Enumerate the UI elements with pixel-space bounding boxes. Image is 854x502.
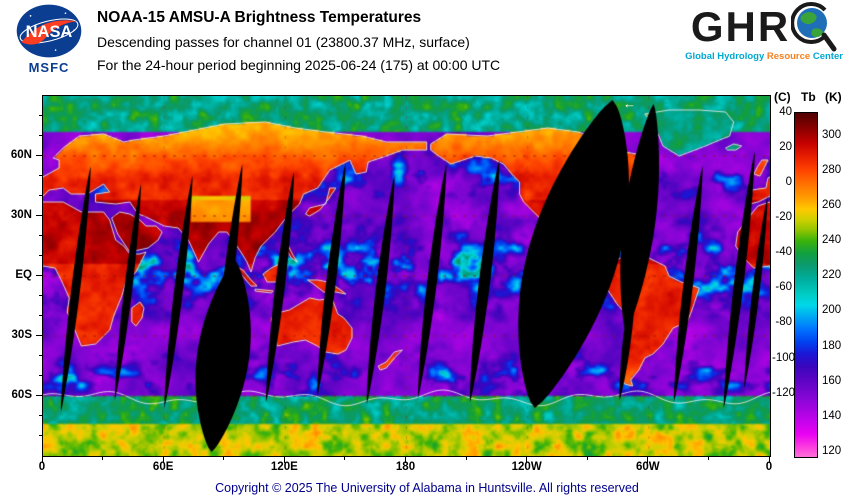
x-axis-tick <box>42 457 43 463</box>
x-axis-tick <box>587 457 588 460</box>
celsius-tick-label: -60 <box>775 281 792 294</box>
y-axis-tick <box>39 195 42 196</box>
x-axis-label: 120W <box>511 461 542 473</box>
x-axis-tick <box>344 457 345 460</box>
y-axis-label: 30S <box>11 329 32 341</box>
x-axis-tick <box>163 457 164 463</box>
y-axis-label: 30N <box>10 209 32 221</box>
y-axis-tick <box>39 375 42 376</box>
x-axis-labels: 0 60E 120E 180 120W 60W 0 <box>38 459 773 475</box>
kelvin-tick-label: 180 <box>822 339 842 352</box>
ghrc-logo: GHR Global Hydrology Resource Center <box>678 2 850 62</box>
x-axis-tick <box>466 457 467 460</box>
nasa-logo: NASA MSFC <box>10 4 88 75</box>
colorbar-unit-celsius: (C) <box>774 90 791 104</box>
swath-direction-arrow-icon: ← <box>623 96 636 111</box>
kelvin-tick-label: 160 <box>822 374 842 387</box>
kelvin-tick-label: 280 <box>822 163 842 176</box>
kelvin-tick-label: 220 <box>822 269 842 282</box>
y-axis-label: 60S <box>11 389 32 401</box>
colorbar: (C) Tb (K) 40 20 0 -20 -40 -60 -80 -100 -120 300… <box>772 90 854 490</box>
msfc-label: MSFC <box>28 60 70 75</box>
y-axis-ticks <box>36 95 42 457</box>
x-axis-label: 0 <box>765 461 773 473</box>
ghrc-globe-icon <box>791 2 837 52</box>
y-axis-label: 60N <box>10 149 32 161</box>
kelvin-tick-label: 140 <box>822 409 842 422</box>
nasa-insignia-icon: NASA <box>16 4 82 58</box>
y-axis-tick <box>39 235 42 236</box>
title-block: NOAA-15 AMSU-A Brightness Temperatures D… <box>97 9 500 73</box>
kelvin-tick-label: 200 <box>822 304 842 317</box>
subtitle-channel: Descending passes for channel 01 (23800.… <box>97 34 470 50</box>
celsius-tick-label: -40 <box>775 246 792 259</box>
y-axis-tick <box>36 275 42 276</box>
celsius-tick-label: 20 <box>779 140 792 153</box>
kelvin-tick-label: 120 <box>822 444 842 457</box>
ghrc-wordmark: GHR <box>690 3 791 50</box>
kelvin-tick-label: 300 <box>822 128 842 141</box>
y-axis-labels: 60N 30N EQ 30S 60S <box>0 95 34 457</box>
ghrc-tagline-part: Global Hydrology <box>685 51 767 62</box>
y-axis-tick <box>39 115 42 116</box>
celsius-tick-label: -120 <box>772 386 796 399</box>
celsius-tick-label: -100 <box>772 351 796 364</box>
y-axis-tick <box>36 335 42 336</box>
kelvin-tick-label: 240 <box>822 234 842 247</box>
subtitle-period: For the 24-hour period beginning 2025-06… <box>97 57 501 73</box>
ghrc-tagline-part: Resource <box>766 51 813 62</box>
y-axis-tick <box>36 155 42 156</box>
x-axis-tick <box>708 457 709 460</box>
y-axis-tick <box>39 415 42 416</box>
colorbar-unit-tb: Tb <box>801 90 816 104</box>
x-axis-label: 60W <box>636 461 660 473</box>
y-axis-tick <box>39 315 42 316</box>
y-axis-label: EQ <box>15 269 32 281</box>
y-axis-tick <box>39 135 42 136</box>
celsius-tick-label: -80 <box>775 316 792 329</box>
x-axis-tick <box>647 457 648 463</box>
ghrc-tagline: Global Hydrology Resource Center <box>678 51 850 62</box>
x-axis-label: 0 <box>38 461 46 473</box>
colorbar-unit-kelvin: (K) <box>825 90 842 104</box>
x-axis-ticks <box>42 457 771 463</box>
page-title: NOAA-15 AMSU-A Brightness Temperatures <box>97 9 422 26</box>
footer-copyright: Copyright © 2025 The University of Alaba… <box>215 481 639 495</box>
ghrc-tagline-part: Center <box>812 51 843 62</box>
map-panel: ← <box>42 95 771 457</box>
y-axis-tick <box>36 395 42 396</box>
x-axis-tick <box>526 457 527 463</box>
celsius-tick-label: 40 <box>779 105 792 118</box>
nasa-wordmark: NASA <box>26 23 73 41</box>
celsius-tick-label: 0 <box>785 175 792 188</box>
x-axis-label: 120E <box>270 461 298 473</box>
y-axis-tick <box>39 435 42 436</box>
y-axis-tick <box>39 355 42 356</box>
x-axis-label: 180 <box>395 461 416 473</box>
y-axis-tick <box>39 255 42 256</box>
map-canvas <box>43 96 770 456</box>
kelvin-tick-label: 260 <box>822 199 842 212</box>
y-axis-tick <box>39 175 42 176</box>
x-axis-tick <box>223 457 224 460</box>
x-axis-label: 60E <box>152 461 174 473</box>
x-axis-tick <box>284 457 285 463</box>
y-axis-tick <box>36 215 42 216</box>
y-axis-tick <box>39 295 42 296</box>
x-axis-tick <box>405 457 406 463</box>
x-axis-tick <box>769 457 770 463</box>
x-axis-tick <box>102 457 103 460</box>
celsius-tick-label: -20 <box>775 211 792 224</box>
colorbar-gradient <box>794 112 818 458</box>
